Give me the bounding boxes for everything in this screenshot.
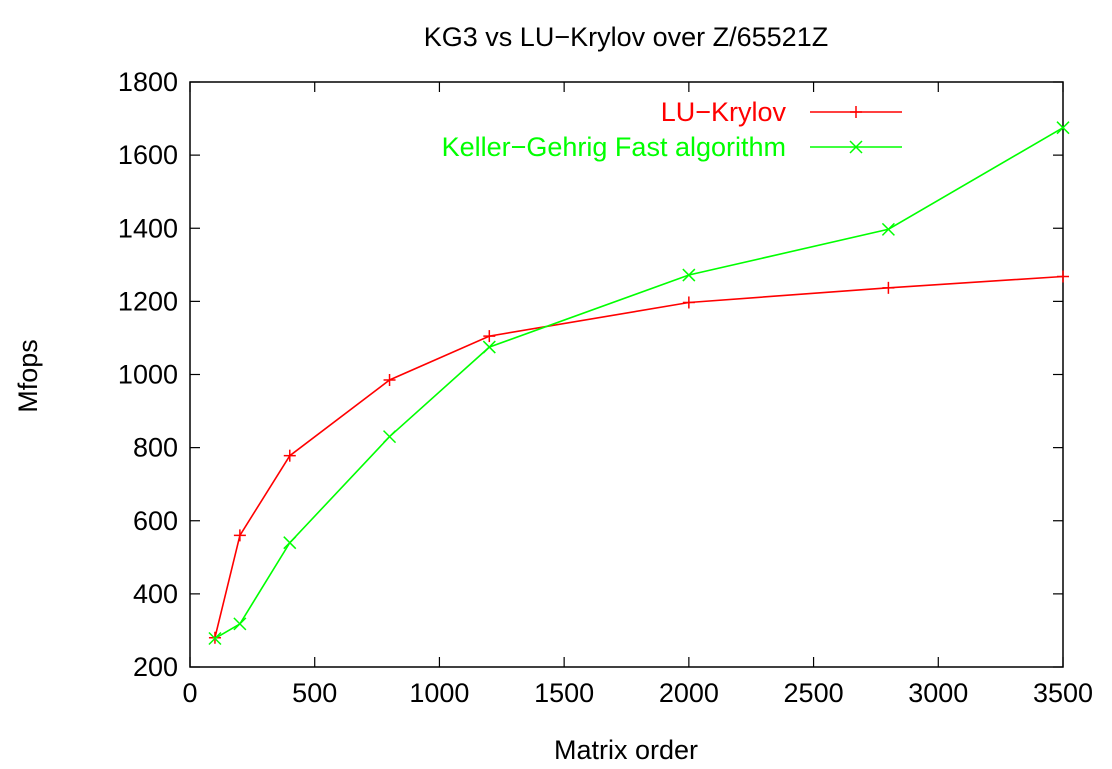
y-tick-label-6: 1400 xyxy=(118,213,178,243)
y-tick-label-8: 1800 xyxy=(118,67,178,97)
x-tick-label-3: 1500 xyxy=(534,678,594,708)
series-1-point-2 xyxy=(283,536,297,550)
series-0-point-4 xyxy=(483,330,496,343)
legend-marker-1 xyxy=(849,140,863,154)
x-tick-label-2: 1000 xyxy=(409,678,469,708)
legend-label-0: LU−Krylov xyxy=(661,97,787,127)
series-group xyxy=(208,121,1070,646)
series-1-point-5 xyxy=(682,268,696,282)
x-tick-label-5: 2500 xyxy=(784,678,844,708)
series-0-point-7 xyxy=(1057,270,1069,283)
y-tick-label-5: 1200 xyxy=(118,286,178,316)
series-0-point-3 xyxy=(383,373,396,386)
axis-ticks: 0 500 1000 1500 2000 2500 3000 3500 200 400 600 800… xyxy=(118,67,1093,708)
series-1-point-1 xyxy=(233,617,247,631)
x-tick-label-0: 0 xyxy=(182,678,197,708)
series-1-point-4 xyxy=(482,340,496,354)
series-1-point-3 xyxy=(383,430,397,444)
series-1-point-0 xyxy=(208,631,222,646)
legend-marker-0 xyxy=(850,106,862,118)
x-tick-label-7: 3500 xyxy=(1033,678,1093,708)
y-tick-label-0: 200 xyxy=(133,652,178,682)
plot-frame xyxy=(189,81,1064,668)
y-tick-label-7: 1600 xyxy=(118,140,178,170)
x-tick-label-1: 500 xyxy=(292,678,337,708)
y-tick-label-4: 1000 xyxy=(118,360,178,390)
y-tick-label-1: 400 xyxy=(133,579,178,609)
series-line-0 xyxy=(214,275,1064,638)
chart-title: KG3 vs LU−Krylov over Z/65521Z xyxy=(424,22,828,52)
series-1-point-7 xyxy=(1056,121,1070,135)
legend: LU−Krylov Keller−Gehrig Fast algorithm xyxy=(442,97,902,162)
y-tick-label-2: 600 xyxy=(133,506,178,536)
series-line-1 xyxy=(214,127,1064,640)
x-tick-label-4: 2000 xyxy=(659,678,719,708)
x-axis-title: Matrix order xyxy=(554,735,698,765)
y-axis-title: Mfops xyxy=(13,339,43,413)
legend-label-1: Keller−Gehrig Fast algorithm xyxy=(442,132,786,162)
series-0-point-2 xyxy=(283,449,296,462)
x-tick-label-6: 3000 xyxy=(908,678,968,708)
series-1-point-6 xyxy=(881,222,895,236)
series-0-point-6 xyxy=(882,281,895,294)
series-0-point-5 xyxy=(682,296,695,309)
series-0-point-1 xyxy=(233,529,246,542)
y-tick-label-3: 800 xyxy=(133,433,178,463)
